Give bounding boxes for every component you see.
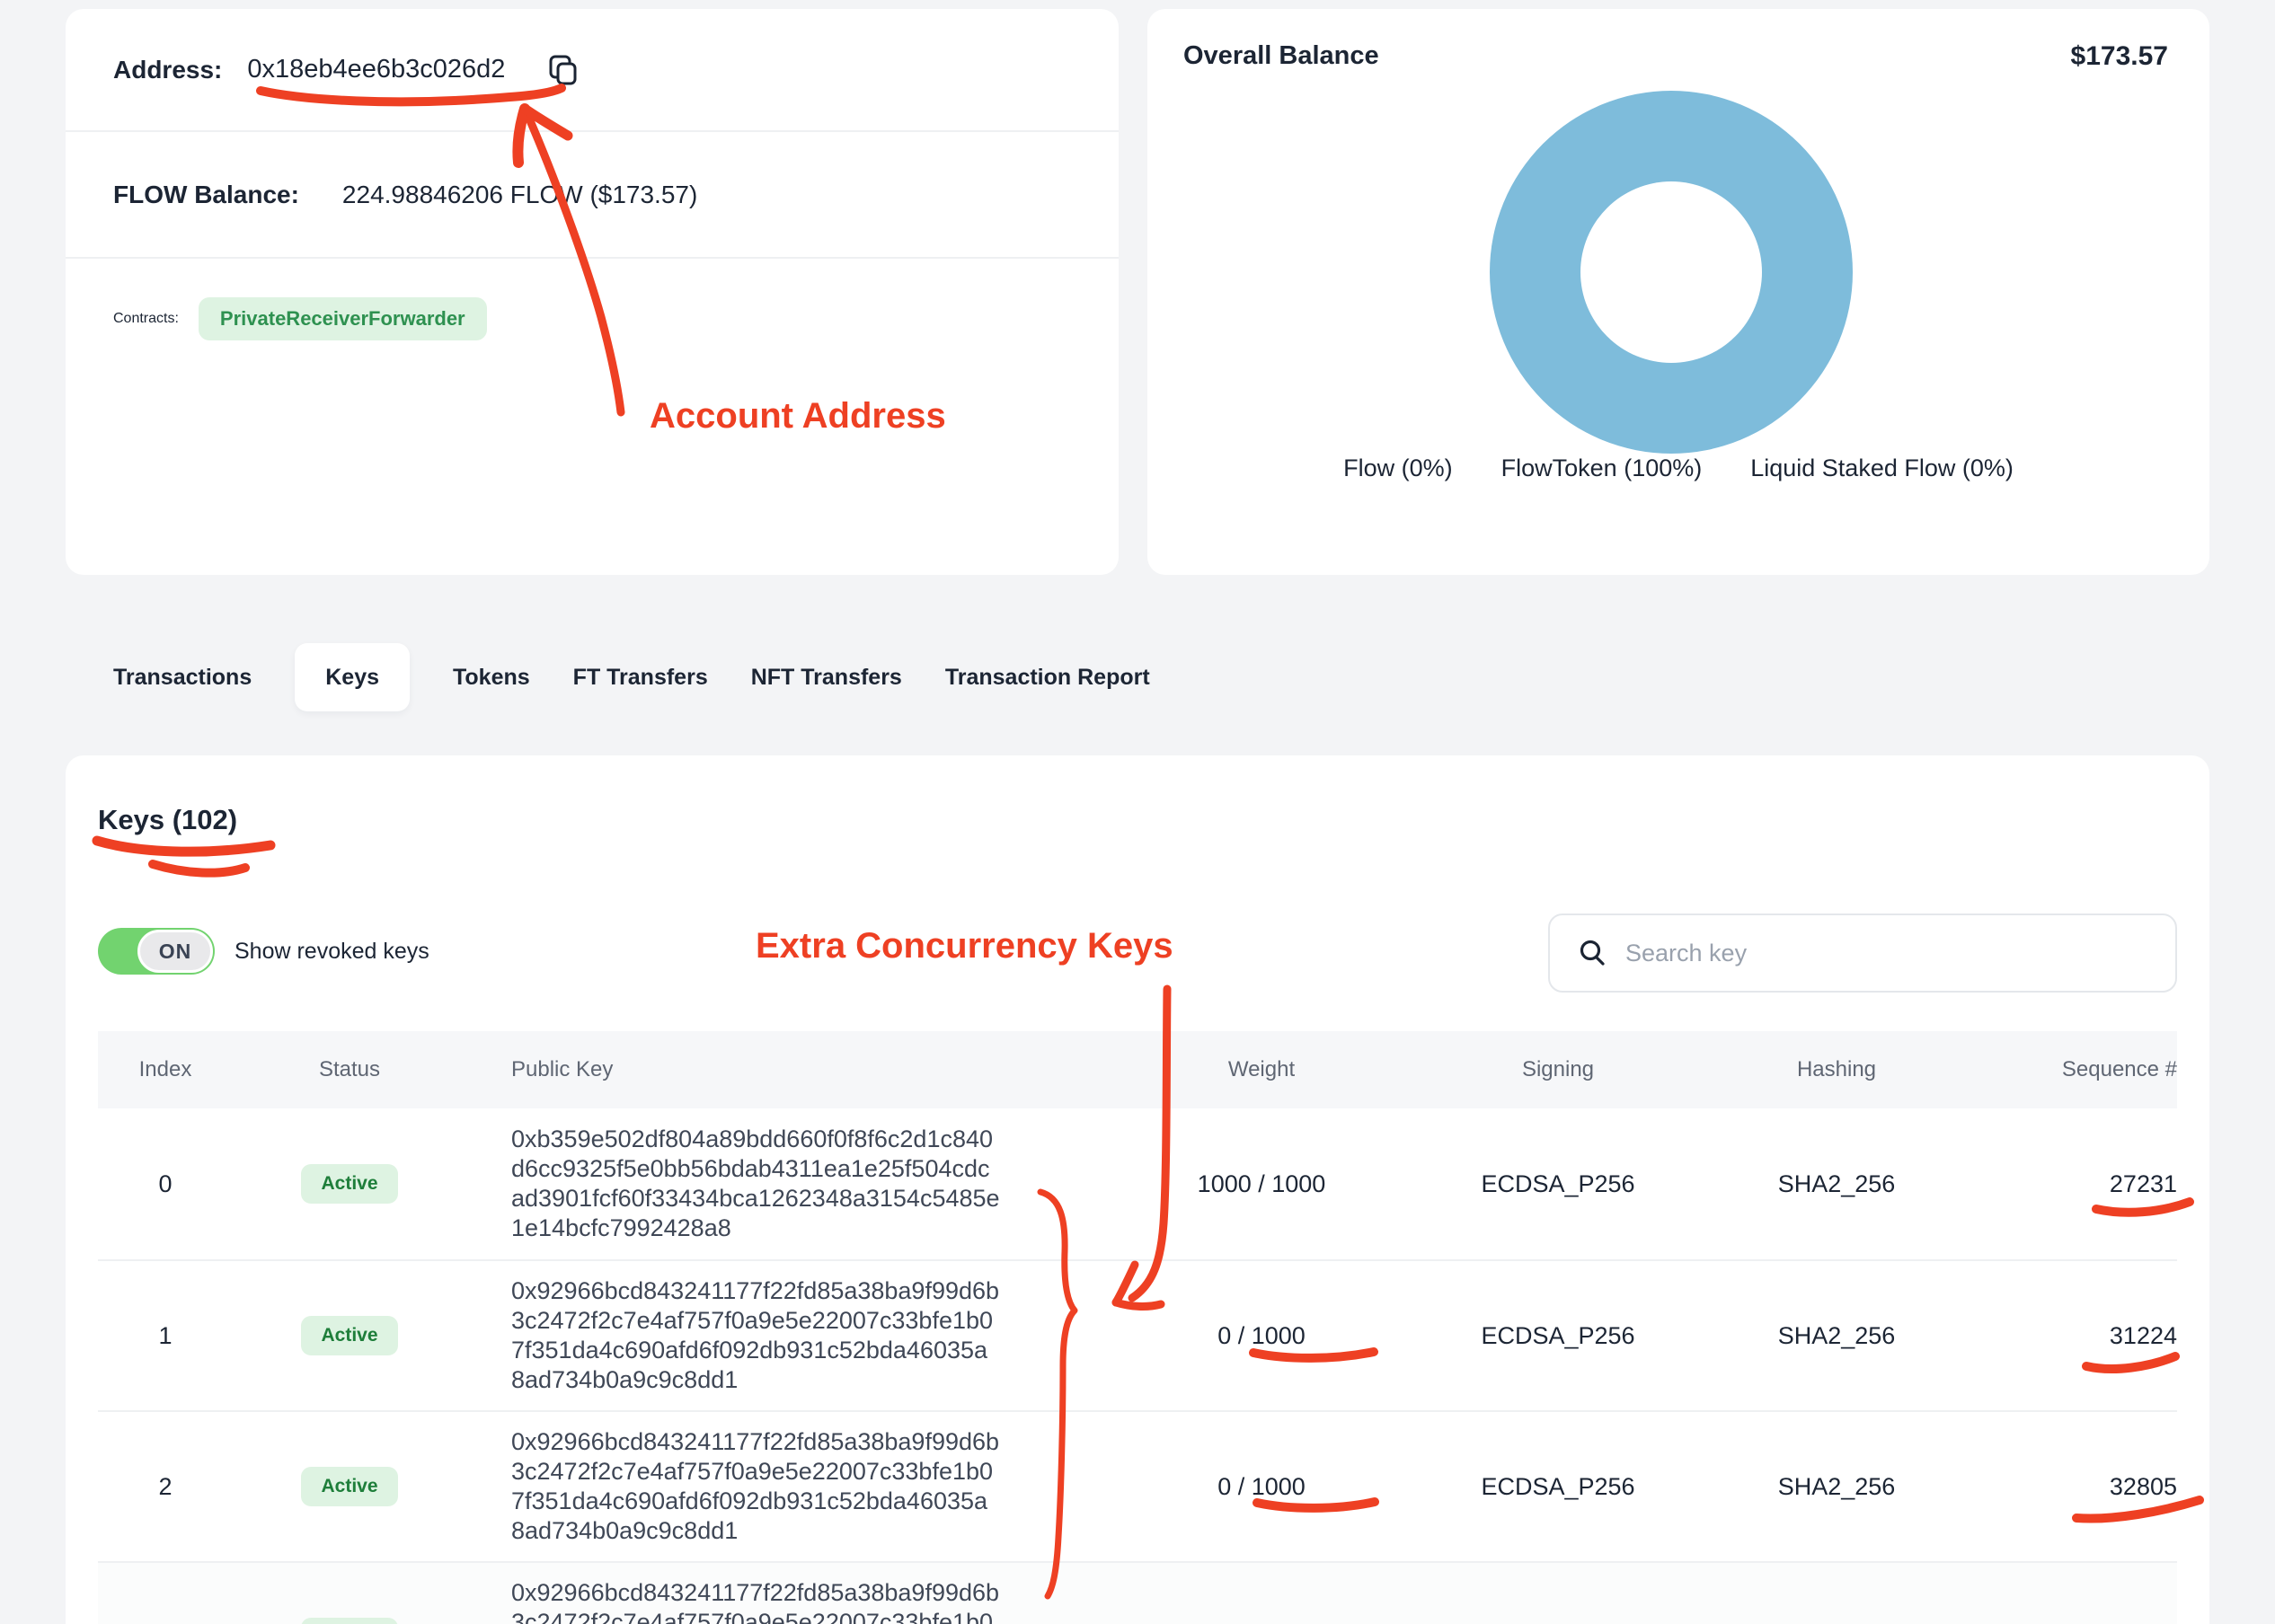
key-hashing-algo: SHA2_256 xyxy=(1777,1321,1896,1349)
legend-item: FlowToken (100%) xyxy=(1500,455,1703,481)
key-status-cell: Active xyxy=(233,1618,466,1624)
key-status-cell: Active xyxy=(233,1164,466,1204)
column-header-status: Status xyxy=(318,1057,381,1081)
keys-table-body: 0 Active 0xb359e502df804a89bdd660f0f8f6c2d… xyxy=(98,1108,2177,1624)
legend-item: Liquid Staked Flow (0%) xyxy=(1750,455,2014,481)
public-key-cell: 0xb359e502df804a89bdd660f0f8f6c2d1c840d6… xyxy=(466,1125,1113,1243)
key-row-2: 2 Active 0x92966bcd843241177f22fd85a38ba9f… xyxy=(98,1410,2177,1561)
search-icon xyxy=(1580,940,1605,966)
key-weight: 1000 / 1000 xyxy=(1197,1169,1326,1197)
account-tabs: Transactions Keys Tokens FT Transfers NFT Tr… xyxy=(113,643,1150,711)
contracts-badge-list: PrivateReceiverForwarder xyxy=(179,297,487,340)
key-row-1: 1 Active 0x92966bcd843241177f22fd85a38ba9f… xyxy=(98,1259,2177,1410)
legend-item: Flow (0%) xyxy=(1343,455,1453,481)
key-search-box[interactable] xyxy=(1548,914,2177,993)
key-index: 0 xyxy=(158,1169,173,1197)
public-key-cell: 0x92966bcd843241177f22fd85a38ba9f99d6b3c… xyxy=(466,1578,1113,1624)
key-row-0: 0 Active 0xb359e502df804a89bdd660f0f8f6c2d… xyxy=(98,1108,2177,1259)
address-label: Address: xyxy=(113,55,223,84)
address-row: Address: 0x18eb4ee6b3c026d2 xyxy=(66,9,1119,130)
public-key-value: 0xb359e502df804a89bdd660f0f8f6c2d1c840d6… xyxy=(511,1125,1000,1241)
revoked-keys-toggle-row: ON Show revoked keys xyxy=(98,928,429,975)
copy-icon xyxy=(549,55,577,84)
status-badge: Active xyxy=(301,1618,398,1624)
key-index: 2 xyxy=(158,1472,173,1500)
column-header-hashing: Hashing xyxy=(1796,1057,1877,1081)
contract-badge[interactable]: PrivateReceiverForwarder xyxy=(198,297,487,340)
column-header-public-key: Public Key xyxy=(511,1057,614,1081)
column-header-signing: Signing xyxy=(1521,1057,1595,1081)
toggle-label: Show revoked keys xyxy=(235,938,429,964)
key-index: 1 xyxy=(158,1321,173,1349)
keys-table: Index Status Public Key Weight Signing Hashin… xyxy=(98,1031,2177,1624)
status-badge: Active xyxy=(301,1164,398,1204)
balance-donut-chart xyxy=(1490,91,1853,454)
key-sequence-number: 27231 xyxy=(2109,1169,2177,1197)
overall-balance-card: Overall Balance $173.57 Flow (0%) FlowTok… xyxy=(1147,9,2209,575)
key-signing-algo: ECDSA_P256 xyxy=(1481,1169,1635,1197)
tab-transactions[interactable]: Transactions xyxy=(113,664,252,690)
tab-nft-transfers[interactable]: NFT Transfers xyxy=(750,664,902,690)
key-signing-algo: ECDSA_P256 xyxy=(1481,1321,1635,1349)
column-header-weight: Weight xyxy=(1227,1057,1296,1081)
contracts-row: Contracts: PrivateReceiverForwarder xyxy=(66,259,1119,340)
keys-table-header: Index Status Public Key Weight Signing Hashin… xyxy=(98,1031,2177,1108)
key-sequence-number: 31224 xyxy=(2109,1321,2177,1349)
tab-ft-transfers[interactable]: FT Transfers xyxy=(572,664,708,690)
account-info-card: Address: 0x18eb4ee6b3c026d2 FLOW Balance… xyxy=(66,9,1119,575)
toggle-knob[interactable]: ON xyxy=(137,930,213,973)
public-key-value: 0x92966bcd843241177f22fd85a38ba9f99d6b3c… xyxy=(511,1579,1000,1624)
key-row-partial: Active 0x92966bcd843241177f22fd85a38ba9f9… xyxy=(98,1561,2177,1624)
flow-balance-row: FLOW Balance: 224.98846206 FLOW ($173.57… xyxy=(66,132,1119,257)
column-header-index: Index xyxy=(138,1057,192,1081)
status-badge: Active xyxy=(301,1467,398,1506)
address-value: 0x18eb4ee6b3c026d2 xyxy=(247,55,506,84)
flow-balance-value: 224.98846206 FLOW ($173.57) xyxy=(341,180,698,208)
public-key-cell: 0x92966bcd843241177f22fd85a38ba9f99d6b3c… xyxy=(466,1276,1113,1395)
tab-keys[interactable]: Keys xyxy=(295,643,410,711)
donut-legend: Flow (0%) FlowToken (100%) Liquid Staked F… xyxy=(1147,455,2209,482)
flow-balance-label: FLOW Balance: xyxy=(113,180,299,208)
public-key-value: 0x92966bcd843241177f22fd85a38ba9f99d6b3c… xyxy=(511,1277,1000,1393)
status-badge: Active xyxy=(301,1316,398,1355)
donut-hole xyxy=(1580,181,1762,363)
balance-usd-total: $173.57 xyxy=(2070,41,2168,71)
column-header-sequence-: Sequence # xyxy=(2061,1057,2177,1081)
tab-transaction-report[interactable]: Transaction Report xyxy=(944,664,1150,690)
tab-tokens[interactable]: Tokens xyxy=(453,664,530,690)
public-key-cell: 0x92966bcd843241177f22fd85a38ba9f99d6b3c… xyxy=(466,1427,1113,1546)
keys-section-card: Keys (102) ON Show revoked keys Index Sta… xyxy=(66,755,2209,1624)
copy-address-button[interactable] xyxy=(544,54,580,86)
key-weight: 0 / 1000 xyxy=(1217,1472,1306,1500)
show-revoked-keys-toggle[interactable]: ON xyxy=(98,928,215,975)
balance-title: Overall Balance xyxy=(1183,41,1379,70)
contracts-label: Contracts: xyxy=(113,311,179,326)
key-weight: 0 / 1000 xyxy=(1217,1321,1306,1349)
keys-section-title: Keys (102) xyxy=(98,804,238,835)
balance-header: Overall Balance $173.57 xyxy=(1147,9,2209,72)
key-sequence-number: 32805 xyxy=(2109,1472,2177,1500)
public-key-value: 0x92966bcd843241177f22fd85a38ba9f99d6b3c… xyxy=(511,1428,1000,1544)
key-hashing-algo: SHA2_256 xyxy=(1777,1169,1896,1197)
key-status-cell: Active xyxy=(233,1467,466,1506)
key-status-cell: Active xyxy=(233,1316,466,1355)
key-signing-algo: ECDSA_P256 xyxy=(1481,1472,1635,1500)
key-hashing-algo: SHA2_256 xyxy=(1777,1472,1896,1500)
search-key-input[interactable] xyxy=(1625,939,2175,967)
